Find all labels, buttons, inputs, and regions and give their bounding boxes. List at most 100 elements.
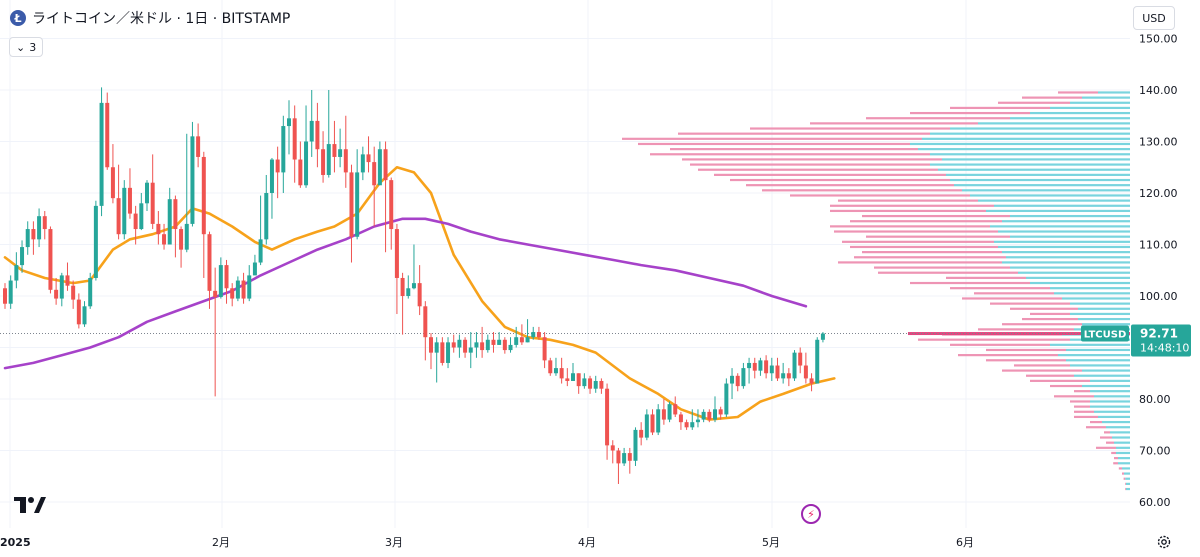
symbol-title[interactable]: ライトコイン／米ドル · 1日 · BITSTAMP	[32, 11, 291, 27]
volume-profile-bar-up	[1090, 400, 1130, 403]
volume-profile-bar-down	[866, 117, 1010, 120]
volume-profile-bar-down	[690, 163, 930, 166]
candle-body	[173, 199, 178, 230]
candle-body	[343, 149, 348, 173]
volume-profile-bar-down	[1111, 451, 1116, 455]
candle-body	[758, 360, 763, 371]
candle-body	[213, 290, 218, 298]
candle-body	[553, 368, 558, 374]
candle-body	[661, 409, 666, 420]
candle-body	[281, 126, 286, 173]
volume-profile-bar-down	[670, 148, 918, 151]
volume-profile-bar-down	[850, 220, 1002, 223]
volume-profile-bar-up	[1090, 379, 1130, 382]
price-tag-bg	[1131, 324, 1191, 357]
volume-profile-bar-down	[978, 328, 1074, 331]
x-tick-label: 2025	[0, 536, 31, 549]
volume-profile-bar-down	[1026, 374, 1074, 377]
volume-profile-bar-up	[1082, 369, 1130, 372]
volume-profile-bar-up	[994, 240, 1130, 243]
volume-profile-bar-down	[1096, 446, 1116, 449]
volume-profile-bar-down	[1002, 323, 1082, 326]
volume-profile-bar-up	[1122, 467, 1130, 470]
volume-profile-bar-up	[954, 184, 1130, 187]
candle-body	[338, 149, 343, 157]
candle-body	[730, 375, 735, 384]
volume-profile-bar-up	[1126, 487, 1130, 491]
volume-profile-bar-down	[1113, 462, 1118, 465]
candle-body	[485, 339, 490, 351]
volume-profile-bar-down	[958, 354, 1058, 357]
volume-profile-bar-up	[1018, 271, 1130, 274]
candle-body	[497, 339, 502, 345]
volume-profile-bar-down	[910, 281, 1030, 285]
volume-profile-bar-up	[1066, 359, 1130, 362]
volume-profile-bar-down	[730, 178, 950, 182]
volume-profile-bar-down	[854, 256, 1006, 259]
volume-profile-bar-down	[1123, 477, 1126, 480]
volume-profile-bar-down	[838, 199, 978, 202]
candle-body	[695, 419, 700, 423]
candle-body	[207, 234, 212, 291]
volume-profile-bar-down	[830, 209, 986, 213]
candle-body	[54, 289, 59, 299]
currency-button[interactable]: USD	[1133, 6, 1175, 30]
volume-profile-bar-up	[1114, 441, 1130, 444]
candle-body	[383, 149, 388, 181]
volume-profile-bar-down	[946, 276, 1026, 279]
volume-profile-bar-down	[714, 173, 946, 176]
volume-profile-bar-up	[1010, 214, 1130, 218]
volume-profile-bar-up	[1030, 281, 1130, 285]
volume-profile-bar-down	[986, 348, 1066, 352]
lightning-alert-icon[interactable]: ⚡	[801, 504, 821, 524]
x-tick-label: 4月	[578, 536, 596, 549]
volume-profile-bar-down	[830, 204, 994, 207]
candle-body	[218, 265, 223, 298]
volume-profile-bar-down	[1074, 410, 1094, 413]
candle-body	[798, 352, 803, 366]
volume-profile-bar-down	[1125, 487, 1126, 491]
candle-body	[258, 239, 263, 263]
candle-body	[610, 445, 615, 451]
volume-profile-bar-up	[1082, 384, 1130, 388]
candle-body	[463, 339, 468, 353]
volume-profile-bar-up	[1090, 390, 1130, 393]
candle-body	[713, 409, 717, 420]
volume-profile-bar-down	[1125, 482, 1126, 485]
indicators-toggle-button[interactable]: ⌄ 3	[9, 37, 44, 57]
candle-body	[576, 373, 581, 387]
candle-body	[599, 380, 604, 389]
candle-body	[616, 450, 621, 464]
x-tick-label: 3月	[385, 536, 403, 549]
tradingview-logo-icon[interactable]	[14, 496, 46, 514]
volume-profile-bar-up	[994, 204, 1130, 207]
candle-body	[332, 144, 337, 157]
candle-body	[326, 144, 331, 175]
volume-profile-bar-up	[986, 209, 1130, 213]
candle-body	[150, 182, 155, 224]
volume-profile-bar-up	[1010, 266, 1130, 269]
gear-icon[interactable]	[1156, 534, 1172, 550]
volume-profile-bar-up	[1106, 426, 1130, 429]
volume-profile-bar-down	[1114, 457, 1118, 460]
candle-body	[201, 156, 206, 235]
volume-profile-bar-down	[998, 101, 1070, 104]
candle-body	[769, 365, 774, 374]
volume-profile-bar-up	[1010, 117, 1130, 120]
candle-body	[446, 342, 451, 363]
volume-profile-bar-up	[1070, 101, 1130, 104]
candle-body	[548, 360, 553, 374]
y-tick-label: 110.00	[1139, 239, 1178, 252]
volume-profile-bar-up	[1002, 220, 1130, 223]
volume-profile-bar-up	[1006, 256, 1130, 259]
candle-body	[786, 373, 791, 379]
volume-profile-bar-down	[698, 168, 938, 171]
volume-profile-bar-up	[1094, 395, 1130, 398]
volume-profile-bar-up	[1082, 96, 1130, 99]
symbol-header: Ł ライトコイン／米ドル · 1日 · BITSTAMP	[10, 8, 290, 28]
candle-body	[252, 262, 257, 276]
volume-profile-bar-up	[1010, 235, 1130, 238]
volume-profile-bar-down	[986, 359, 1066, 362]
